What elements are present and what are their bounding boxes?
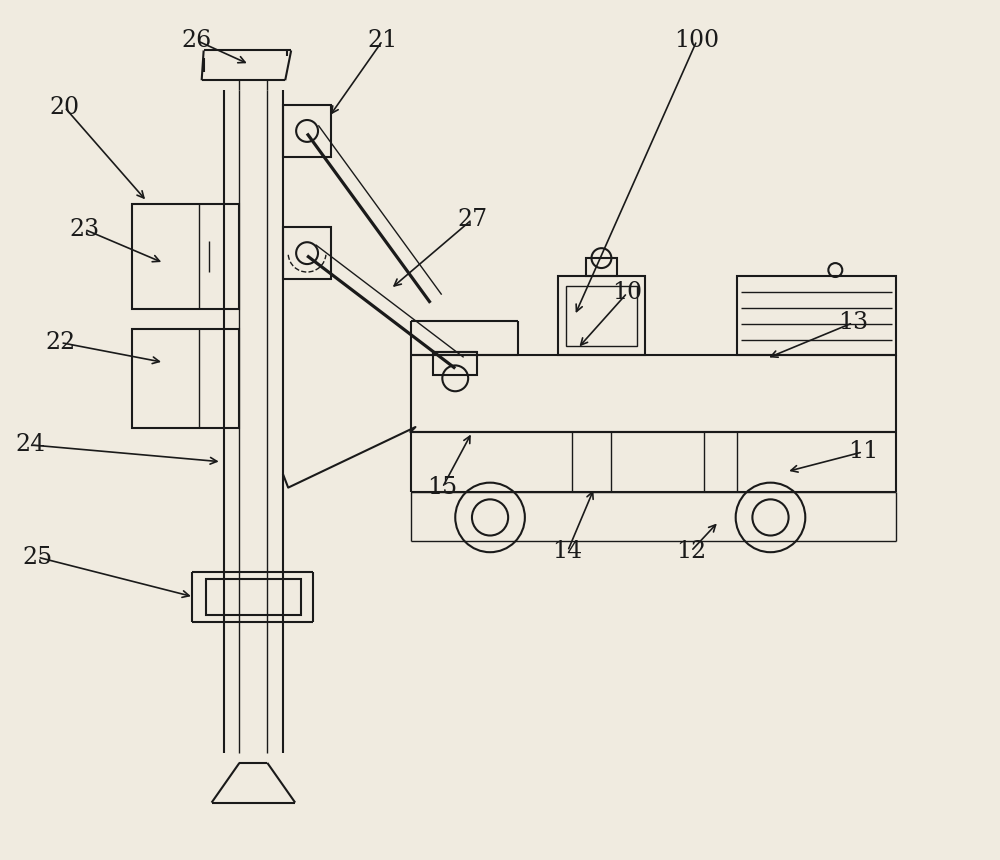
Text: 100: 100 — [674, 29, 719, 52]
Text: 24: 24 — [15, 433, 46, 457]
Text: 26: 26 — [182, 29, 212, 52]
Bar — [206, 579, 301, 615]
Text: 15: 15 — [427, 476, 457, 499]
Text: 12: 12 — [676, 540, 706, 562]
Text: 20: 20 — [49, 95, 79, 119]
Text: 23: 23 — [69, 218, 99, 241]
Text: 11: 11 — [848, 440, 878, 464]
Text: 14: 14 — [552, 540, 583, 562]
Text: 22: 22 — [45, 331, 76, 354]
Text: 27: 27 — [457, 208, 487, 230]
Bar — [586, 258, 617, 276]
Bar — [132, 329, 239, 428]
Bar — [283, 105, 331, 157]
Text: 13: 13 — [838, 311, 868, 335]
Bar — [132, 205, 239, 309]
Text: 21: 21 — [368, 29, 398, 52]
Bar — [558, 276, 645, 355]
Text: 10: 10 — [612, 281, 642, 304]
Bar — [566, 286, 637, 346]
Bar — [433, 352, 477, 375]
Bar — [737, 276, 896, 355]
Text: 25: 25 — [23, 546, 53, 568]
Bar — [283, 227, 331, 279]
